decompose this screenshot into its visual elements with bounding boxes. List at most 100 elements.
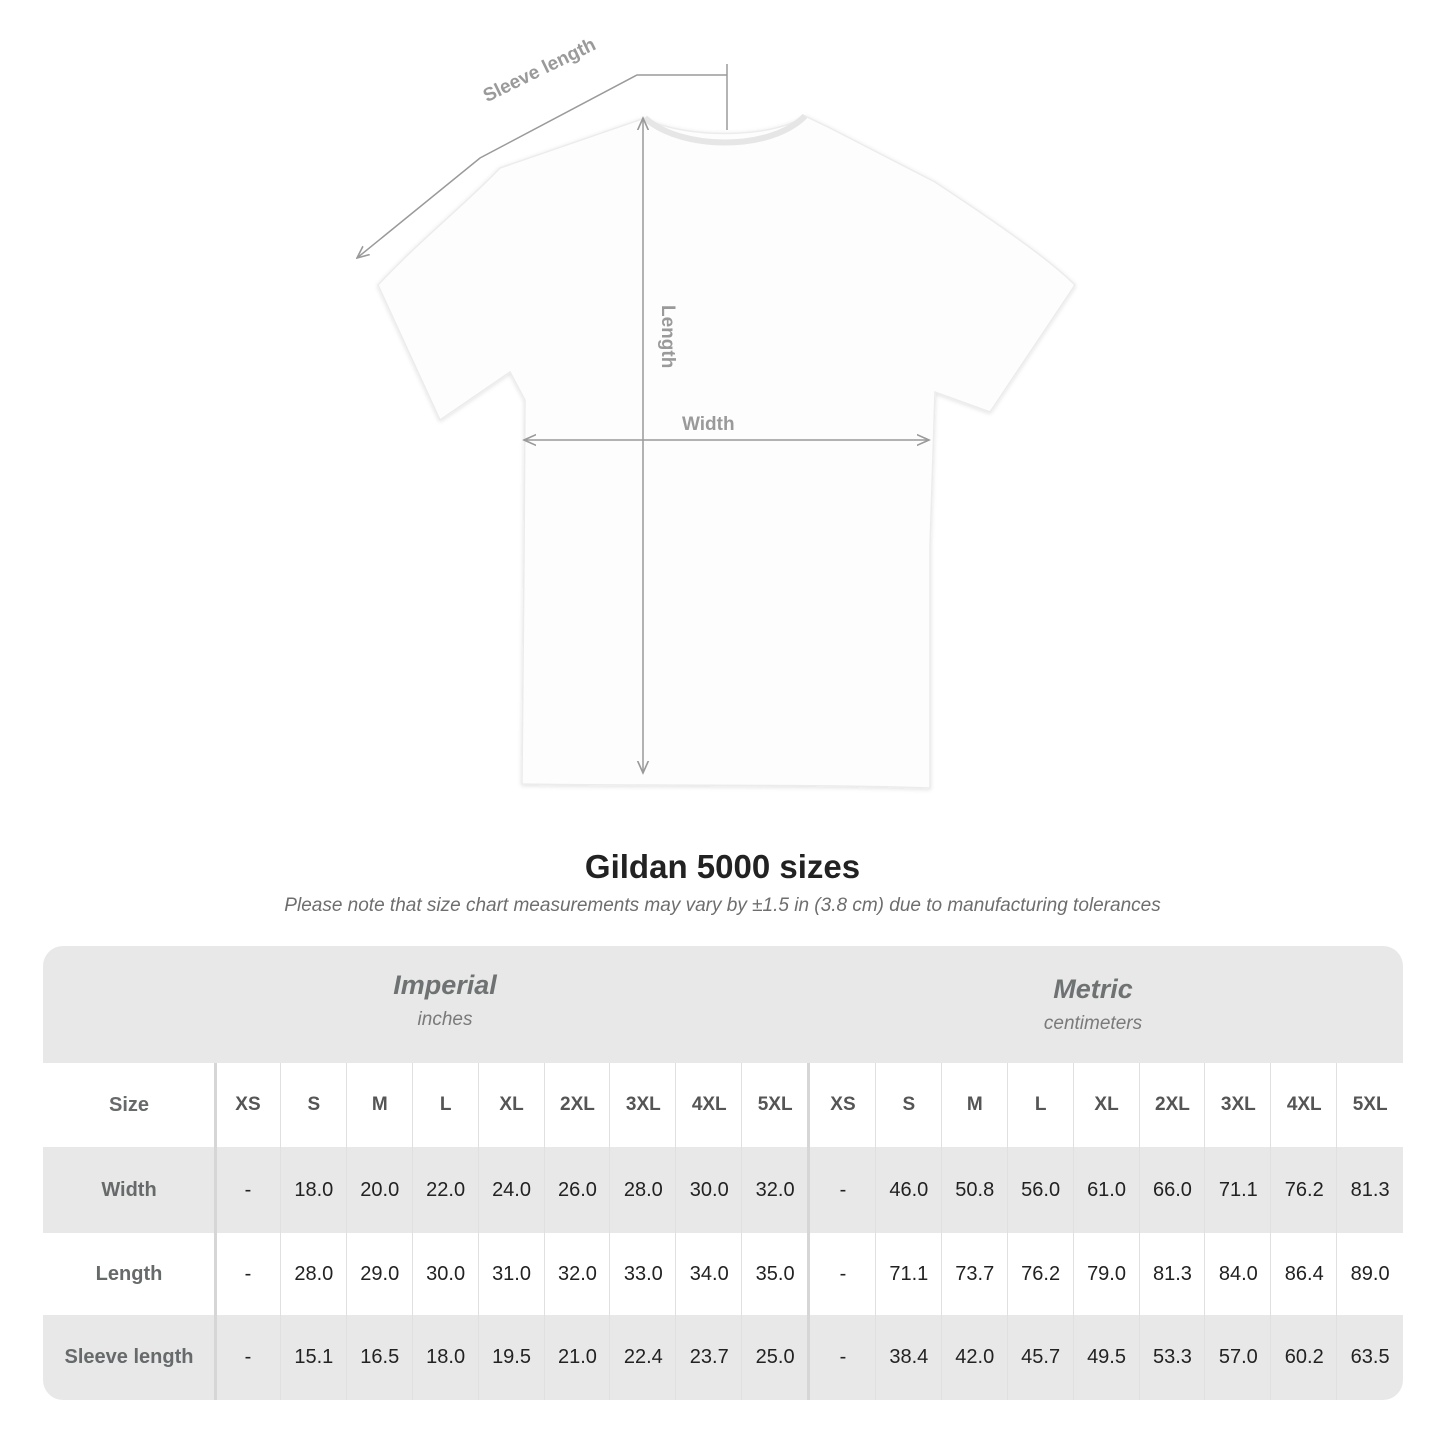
column-divider [1270, 1063, 1272, 1400]
column-divider [214, 1063, 217, 1400]
column-divider [279, 1063, 281, 1400]
imperial-value-cell: 32.0 [557, 1262, 597, 1285]
metric-size-header: 5XL [1352, 1094, 1388, 1115]
metric-value-cell: 42.0 [955, 1346, 995, 1368]
metric-value-cell: 38.4 [889, 1346, 929, 1368]
tolerance-note: Please note that size chart measurements… [284, 895, 1161, 916]
metric-header: Metric centimeters [843, 974, 1343, 1035]
imperial-value-cell: 22.0 [426, 1178, 466, 1201]
neckline [642, 113, 808, 146]
imperial-value-cell: 18.0 [294, 1178, 334, 1201]
imperial-size-header: 5XL [757, 1094, 793, 1115]
length-label: Length [657, 305, 678, 369]
imperial-value-cell: 20.0 [360, 1178, 400, 1201]
imperial-value-cell: 33.0 [623, 1262, 663, 1285]
imperial-header: Imperial inches [195, 970, 695, 1031]
metric-value-cell: 57.0 [1218, 1346, 1258, 1368]
imperial-title: Imperial [393, 970, 497, 1000]
imperial-unit: inches [417, 1009, 473, 1030]
imperial-size-header: XL [499, 1094, 524, 1115]
imperial-value-cell: 18.0 [426, 1346, 466, 1368]
imperial-value-cell: 24.0 [492, 1178, 531, 1201]
size-table: Imperial inches Metric centimeters Size X… [43, 946, 1403, 1400]
imperial-value-cell: 23.7 [689, 1346, 729, 1368]
column-divider [609, 1063, 611, 1400]
imperial-value-cell: 19.5 [492, 1346, 531, 1368]
size-label: Size [108, 1093, 150, 1116]
metric-value-cell: 46.0 [889, 1178, 929, 1201]
imperial-size-header: XS [235, 1094, 261, 1115]
imperial-value-cell: 28.0 [623, 1178, 663, 1201]
tshirt-diagram [0, 64, 1076, 789]
column-divider [741, 1063, 743, 1400]
imperial-value-cell: 21.0 [557, 1346, 597, 1368]
tshirt-shape [377, 115, 1076, 789]
imperial-value-cell: 15.1 [294, 1346, 334, 1368]
metric-value-cell: 49.5 [1087, 1346, 1126, 1368]
metric-value-cell: - [839, 1346, 847, 1368]
metric-size-header: S [902, 1094, 916, 1115]
imperial-value-cell: 25.0 [755, 1346, 795, 1368]
column-divider [1138, 1063, 1140, 1400]
metric-size-header: 2XL [1155, 1094, 1190, 1115]
column-divider [675, 1063, 677, 1400]
imperial-size-header: 3XL [625, 1094, 661, 1115]
column-divider [1336, 1063, 1338, 1400]
column-divider [940, 1063, 942, 1400]
imperial-value-cell: 28.0 [294, 1262, 334, 1285]
imperial-value-cell: - [244, 1346, 252, 1368]
metric-size-header: XL [1094, 1094, 1119, 1115]
metric-value-cell: 56.0 [1021, 1178, 1061, 1201]
metric-value-cell: 81.3 [1152, 1262, 1192, 1285]
column-divider [1204, 1063, 1206, 1400]
metric-value-cell: 76.2 [1021, 1262, 1061, 1285]
metric-value-cell: 53.3 [1152, 1346, 1192, 1368]
imperial-value-cell: 35.0 [755, 1262, 795, 1285]
imperial-size-header: L [439, 1094, 452, 1115]
imperial-value-cell: 29.0 [360, 1262, 400, 1285]
imperial-value-cell: - [244, 1178, 252, 1201]
metric-value-cell: 60.2 [1284, 1346, 1324, 1368]
metric-value-cell: 76.2 [1284, 1178, 1324, 1201]
column-divider [874, 1063, 876, 1400]
imperial-value-cell: - [244, 1262, 252, 1285]
column-divider [1006, 1063, 1008, 1400]
imperial-size-header: 4XL [691, 1094, 727, 1115]
metric-value-cell: 50.8 [955, 1178, 995, 1201]
imperial-value-cell: 31.0 [492, 1262, 531, 1285]
column-divider [345, 1063, 347, 1400]
metric-value-cell: 86.4 [1284, 1262, 1324, 1285]
width-label: Width [682, 414, 735, 435]
row-band-sleeve [43, 1315, 1403, 1400]
imperial-value-cell: 22.4 [623, 1346, 663, 1368]
metric-value-cell: 71.1 [1218, 1178, 1258, 1201]
metric-value-cell: 73.7 [955, 1262, 995, 1285]
metric-value-cell: - [839, 1262, 847, 1285]
imperial-size-header: S [307, 1094, 321, 1115]
row-label: Length [95, 1262, 163, 1285]
column-divider [477, 1063, 479, 1400]
metric-value-cell: 45.7 [1021, 1346, 1061, 1368]
metric-value-cell: 63.5 [1350, 1346, 1390, 1368]
row-label: Sleeve length [64, 1346, 194, 1368]
metric-value-cell: 61.0 [1087, 1178, 1126, 1201]
row-band-width [43, 1147, 1403, 1233]
imperial-value-cell: 32.0 [755, 1178, 795, 1201]
imperial-size-header: M [371, 1094, 388, 1115]
row-label: Width [101, 1178, 157, 1201]
metric-value-cell: 71.1 [889, 1262, 929, 1285]
column-divider [411, 1063, 413, 1400]
metric-unit: centimeters [1043, 1013, 1143, 1034]
metric-title: Metric [1053, 974, 1133, 1004]
metric-value-cell: 79.0 [1087, 1262, 1126, 1285]
metric-value-cell: - [839, 1178, 847, 1201]
imperial-value-cell: 26.0 [557, 1178, 597, 1201]
column-divider [543, 1063, 545, 1400]
imperial-value-cell: 34.0 [689, 1262, 729, 1285]
metric-value-cell: 89.0 [1350, 1262, 1390, 1285]
metric-value-cell: 84.0 [1218, 1262, 1258, 1285]
metric-value-cell: 81.3 [1350, 1178, 1390, 1201]
imperial-size-header: 2XL [560, 1094, 595, 1115]
metric-size-header: 4XL [1286, 1094, 1322, 1115]
